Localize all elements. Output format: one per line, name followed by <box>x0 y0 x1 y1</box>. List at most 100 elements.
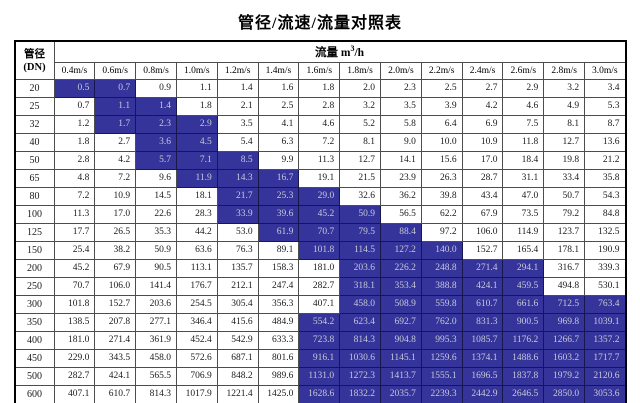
flow-value-cell: 3.4 <box>584 79 626 98</box>
flow-value-cell: 415.6 <box>216 313 259 332</box>
flow-value-cell: 21.7 <box>216 187 259 206</box>
velocity-col-header: 2.0m/s <box>380 62 422 80</box>
dn-cell: 400 <box>14 331 55 350</box>
flow-value-cell: 4.6 <box>502 97 545 116</box>
flow-value-cell: 2.9 <box>502 79 545 98</box>
flow-value-cell: 11.3 <box>53 205 96 224</box>
flow-value-cell: 2.3 <box>380 79 422 98</box>
flow-value-cell: 39.6 <box>257 205 300 224</box>
flow-value-cell: 106.0 <box>461 223 504 242</box>
flow-value-cell: 50.7 <box>543 187 586 206</box>
flow-value-cell: 63.6 <box>175 241 218 260</box>
dn-cell: 350 <box>14 313 55 332</box>
velocity-col-header: 2.4m/s <box>461 62 504 80</box>
flow-value-cell: 1085.7 <box>461 331 504 350</box>
flow-value-cell: 723.8 <box>298 331 341 350</box>
flow-value-cell: 995.3 <box>420 331 463 350</box>
flow-value-cell: 7.5 <box>502 115 545 134</box>
flow-value-cell: 28.3 <box>175 205 218 224</box>
flow-value-cell: 2.1 <box>216 97 259 116</box>
table-row: 600 407.1 610.7 814.3 1017.9 1221.4 1425.0 1628… <box>14 385 626 403</box>
flow-value-cell: 687.1 <box>216 349 259 368</box>
flow-value-cell: 10.9 <box>94 187 137 206</box>
flow-value-cell: 3.9 <box>420 97 463 116</box>
dn-header-line1: 管径 <box>24 48 45 60</box>
velocity-col-header: 2.2m/s <box>420 62 463 80</box>
flow-value-cell: 1717.7 <box>584 349 626 368</box>
flow-value-cell: 277.1 <box>135 313 177 332</box>
flow-value-cell: 1.1 <box>175 79 218 98</box>
flow-value-cell: 70.7 <box>53 277 96 296</box>
flow-value-cell: 165.4 <box>502 241 545 260</box>
flow-value-cell: 19.1 <box>298 169 341 188</box>
flow-value-cell: 353.4 <box>380 277 422 296</box>
flow-value-cell: 0.5 <box>53 79 96 98</box>
flow-value-cell: 7.2 <box>298 133 341 152</box>
flow-value-cell: 1.6 <box>257 79 300 98</box>
flow-value-cell: 12.7 <box>543 133 586 152</box>
flow-value-cell: 706.9 <box>175 367 218 386</box>
flow-value-cell: 3.2 <box>543 79 586 98</box>
flow-value-cell: 123.7 <box>543 223 586 242</box>
flow-value-cell: 176.7 <box>175 277 218 296</box>
table-row: 65 4.8 7.2 9.6 11.9 14.3 16.7 19.1 21.5 23.9 26.3 2… <box>14 169 626 188</box>
flow-value-cell: 916.1 <box>298 349 341 368</box>
flow-value-cell: 106.0 <box>94 277 137 296</box>
flow-value-cell: 21.5 <box>339 169 381 188</box>
flow-value-cell: 247.4 <box>257 277 300 296</box>
flow-value-cell: 31.1 <box>502 169 545 188</box>
flow-value-cell: 1.1 <box>94 97 137 116</box>
flow-value-cell: 343.5 <box>94 349 137 368</box>
table-row: 20 0.5 0.7 0.9 1.1 1.4 1.6 1.8 2.0 2.3 2.5 2.7 2.9 3.… <box>14 79 626 98</box>
flow-value-cell: 38.2 <box>94 241 137 260</box>
dn-cell: 450 <box>14 349 55 368</box>
flow-value-cell: 2850.0 <box>543 385 586 403</box>
flow-value-cell: 1832.2 <box>339 385 381 403</box>
flow-value-cell: 1413.7 <box>380 367 422 386</box>
flow-value-cell: 17.0 <box>461 151 504 170</box>
flow-value-cell: 50.9 <box>339 205 381 224</box>
table-body: 20 0.5 0.7 0.9 1.1 1.4 1.6 1.8 2.0 2.3 2.5 2.7 2.9 3.… <box>14 79 626 403</box>
table-row: 40 1.8 2.7 3.6 4.5 5.4 6.3 7.2 8.1 9.0 10.0 10.9 11.… <box>14 133 626 152</box>
flow-value-cell: 138.5 <box>53 313 96 332</box>
flow-value-cell: 4.2 <box>461 97 504 116</box>
flow-value-cell: 84.8 <box>584 205 626 224</box>
flow-value-cell: 14.1 <box>380 151 422 170</box>
flow-value-cell: 158.3 <box>257 259 300 278</box>
flow-value-cell: 3053.6 <box>584 385 626 403</box>
velocity-col-header: 1.2m/s <box>216 62 259 80</box>
flow-value-cell: 900.5 <box>502 313 545 332</box>
flow-value-cell: 361.9 <box>135 331 177 350</box>
flow-value-cell: 4.6 <box>298 115 341 134</box>
flow-value-cell: 1259.6 <box>420 349 463 368</box>
flow-value-cell: 114.5 <box>339 241 381 260</box>
flow-value-cell: 294.1 <box>502 259 545 278</box>
flow-value-cell: 2.9 <box>175 115 218 134</box>
flow-value-cell: 1030.6 <box>339 349 381 368</box>
flow-value-cell: 1266.7 <box>543 331 586 350</box>
flow-value-cell: 814.3 <box>135 385 177 403</box>
flow-value-cell: 14.5 <box>135 187 177 206</box>
flow-value-cell: 39.8 <box>420 187 463 206</box>
flow-value-cell: 79.2 <box>543 205 586 224</box>
flow-value-cell: 1.8 <box>298 79 341 98</box>
flow-value-cell: 1131.0 <box>298 367 341 386</box>
flow-value-cell: 32.6 <box>339 187 381 206</box>
velocity-col-header: 1.4m/s <box>257 62 300 80</box>
flow-value-cell: 305.4 <box>216 295 259 314</box>
flow-value-cell: 21.2 <box>584 151 626 170</box>
flow-value-cell: 101.8 <box>53 295 96 314</box>
flow-value-cell: 458.0 <box>339 295 381 314</box>
flow-value-cell: 17.7 <box>53 223 96 242</box>
flow-value-cell: 0.9 <box>135 79 177 98</box>
flow-value-cell: 559.8 <box>420 295 463 314</box>
flow-value-cell: 4.9 <box>543 97 586 116</box>
flow-value-cell: 3.5 <box>216 115 259 134</box>
flow-value-cell: 152.7 <box>461 241 504 260</box>
flow-value-cell: 424.1 <box>94 367 137 386</box>
flow-value-cell: 2.7 <box>94 133 137 152</box>
flow-value-cell: 11.9 <box>175 169 218 188</box>
flow-value-cell: 530.1 <box>584 277 626 296</box>
table-row: 150 25.4 38.2 50.9 63.6 76.3 89.1 101.8 114.5 127… <box>14 241 626 260</box>
flow-value-cell: 5.7 <box>135 151 177 170</box>
